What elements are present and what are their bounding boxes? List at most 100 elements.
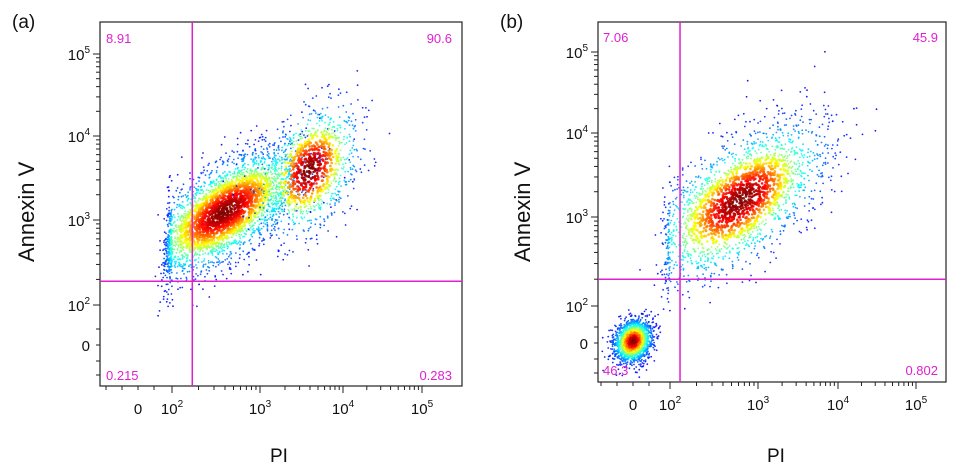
- event-dot: [196, 188, 198, 191]
- event-dot: [303, 166, 306, 170]
- event-dot: [260, 145, 263, 148]
- event-dot: [258, 230, 260, 233]
- event-dot: [236, 150, 239, 153]
- event-dot: [307, 207, 310, 210]
- event-dot: [209, 251, 212, 254]
- event-dot: [208, 177, 211, 179]
- event-dot: [280, 200, 282, 202]
- event-dot: [252, 224, 255, 227]
- event-dot: [339, 174, 342, 177]
- event-dot: [263, 211, 266, 214]
- event-dot: [267, 168, 270, 171]
- event-dot: [305, 237, 308, 240]
- event-dot: [284, 136, 287, 138]
- event-dot: [250, 233, 253, 236]
- event-dot: [308, 183, 312, 186]
- event-dot: [232, 185, 236, 188]
- event-dot: [212, 228, 215, 232]
- event-dot: [176, 238, 179, 241]
- event-dot: [163, 248, 166, 251]
- event-dot: [257, 182, 260, 185]
- event-dot: [288, 249, 291, 252]
- event-dot: [176, 258, 179, 261]
- event-dot: [228, 227, 232, 231]
- event-dot: [310, 222, 313, 225]
- event-dot: [339, 92, 342, 94]
- event-dot: [225, 230, 229, 233]
- event-dot: [325, 142, 329, 145]
- event-dot: [255, 156, 258, 159]
- event-dot: [276, 176, 279, 178]
- event-dot: [236, 176, 239, 179]
- event-dot: [254, 177, 258, 180]
- event-dot: [222, 273, 224, 276]
- event-dot: [288, 173, 291, 176]
- event-dot: [330, 167, 334, 171]
- event-dot: [245, 205, 249, 208]
- event-dot: [342, 163, 344, 166]
- event-dot: [173, 208, 176, 211]
- event-dot: [251, 220, 254, 223]
- event-dot: [165, 219, 168, 222]
- event-dot: [268, 183, 271, 187]
- event-dot: [353, 165, 356, 168]
- event-dot: [339, 158, 342, 161]
- event-dot: [289, 158, 292, 161]
- event-dot: [260, 177, 263, 181]
- event-dot: [238, 235, 241, 238]
- event-dot: [179, 242, 182, 245]
- event-dot: [306, 135, 309, 137]
- event-dot: [313, 199, 317, 203]
- event-dot: [199, 273, 202, 276]
- event-dot: [222, 198, 225, 201]
- event-dot: [262, 202, 264, 205]
- event-dot: [292, 251, 294, 253]
- event-dot: [216, 166, 219, 169]
- event-dot: [338, 190, 341, 193]
- event-dot: [207, 189, 210, 192]
- event-dot: [167, 293, 170, 296]
- event-dot: [241, 171, 243, 174]
- event-dot: [183, 241, 187, 244]
- event-dot: [176, 277, 179, 280]
- event-dot: [332, 197, 334, 200]
- event-dot: [257, 155, 260, 157]
- event-dot: [307, 161, 311, 164]
- event-dot: [297, 157, 301, 160]
- event-dot: [277, 181, 280, 184]
- event-dot: [163, 269, 166, 271]
- event-dot: [261, 163, 264, 166]
- event-dot: [283, 160, 286, 163]
- event-dot: [169, 276, 172, 279]
- event-dot: [185, 276, 188, 279]
- event-dot: [252, 158, 255, 161]
- event-dot: [266, 221, 269, 224]
- event-dot: [286, 118, 289, 121]
- event-dot: [229, 174, 232, 176]
- event-dot: [258, 232, 261, 235]
- event-dot: [222, 180, 225, 183]
- event-dot: [214, 250, 217, 253]
- event-dot: [165, 238, 168, 241]
- event-dot: [168, 270, 171, 273]
- event-dot: [601, 350, 604, 353]
- event-dot: [287, 197, 291, 200]
- event-dot: [168, 209, 171, 212]
- event-dot: [160, 263, 163, 266]
- event-dot: [159, 301, 162, 303]
- event-dot: [203, 242, 207, 246]
- event-dot: [290, 147, 292, 150]
- event-dot: [200, 172, 203, 174]
- event-dot: [174, 266, 177, 268]
- event-dot: [345, 141, 348, 144]
- event-dot: [217, 261, 220, 263]
- event-dot: [218, 195, 222, 198]
- event-dot: [280, 195, 283, 197]
- event-dot: [175, 252, 178, 254]
- event-dot: [280, 162, 283, 165]
- event-dot: [310, 192, 314, 195]
- event-dot: [296, 238, 298, 241]
- event-dot: [304, 103, 307, 106]
- event-dot: [257, 163, 260, 165]
- event-dot: [337, 181, 340, 184]
